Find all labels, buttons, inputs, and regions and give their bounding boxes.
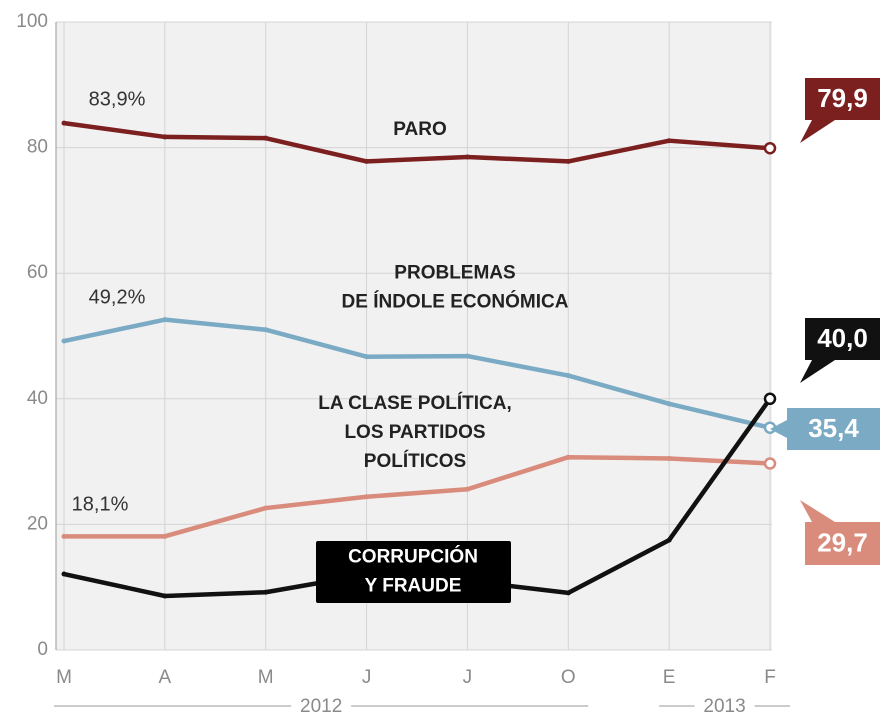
point <box>364 158 370 164</box>
x-tick-label: E <box>663 667 676 688</box>
y-tick-label: 0 <box>37 639 48 660</box>
value-label: 83,9% <box>89 88 146 110</box>
x-group-label-bg <box>694 696 755 716</box>
x-tick-label: J <box>463 667 473 688</box>
callout-box <box>805 318 880 360</box>
point <box>464 353 470 359</box>
value-label: 35,4 <box>808 413 859 443</box>
point <box>666 455 672 461</box>
value-label: 49,2% <box>89 286 146 308</box>
series-label: LA CLASE POLÍTICA, LOS PARTIDOS POLÍTICOS <box>318 392 512 472</box>
series-label: PROBLEMAS DE ÍNDOLE ECONÓMICA <box>342 263 569 313</box>
callout-pointer <box>770 420 787 438</box>
point <box>61 571 67 577</box>
point <box>464 154 470 160</box>
callout-pointer <box>800 360 835 383</box>
value-label: 29,7 <box>817 527 868 557</box>
x-tick-label: J <box>362 667 372 688</box>
callout-pointer <box>800 120 835 143</box>
point <box>263 589 269 595</box>
point <box>162 533 168 539</box>
point <box>464 486 470 492</box>
y-tick-label: 100 <box>16 11 48 32</box>
x-group-label-bg <box>291 696 352 716</box>
point <box>263 327 269 333</box>
y-tick-label: 20 <box>27 513 48 534</box>
point <box>364 494 370 500</box>
point <box>162 134 168 140</box>
point <box>162 317 168 323</box>
point <box>263 505 269 511</box>
x-tick-label: M <box>56 667 72 688</box>
point <box>565 373 571 379</box>
y-tick-label: 60 <box>27 262 48 283</box>
y-tick-label: 80 <box>27 137 48 158</box>
x-tick-label: F <box>764 667 776 688</box>
point <box>763 392 777 406</box>
point <box>61 120 67 126</box>
x-group-label: 2012 <box>300 696 342 717</box>
series-label-box <box>316 541 511 603</box>
series-label: PARO <box>393 119 446 140</box>
value-label: 40,0 <box>817 323 868 353</box>
point <box>565 454 571 460</box>
x-tick-label: A <box>159 667 172 688</box>
point <box>263 135 269 141</box>
value-label: 79,9 <box>817 83 868 113</box>
callout-box <box>805 78 880 120</box>
series-line <box>64 454 771 539</box>
callout-pointer <box>800 500 835 522</box>
value-label: 18,1% <box>72 493 129 515</box>
point <box>61 533 67 539</box>
point <box>666 138 672 144</box>
point <box>61 338 67 344</box>
point <box>162 593 168 599</box>
point <box>666 401 672 407</box>
series-line <box>63 120 771 164</box>
series-label: CORRUPCIÓN Y FRAUDE <box>348 546 478 597</box>
point <box>565 590 571 596</box>
point <box>763 457 777 470</box>
x-tick-label: O <box>561 667 576 688</box>
x-group-label: 2013 <box>703 696 745 717</box>
callout-box <box>787 408 880 450</box>
point <box>364 354 370 360</box>
point <box>565 158 571 164</box>
point <box>763 141 777 155</box>
y-tick-label: 40 <box>27 388 48 409</box>
point <box>666 537 672 543</box>
x-tick-label: M <box>258 667 274 688</box>
series-line <box>63 317 771 430</box>
callout-box <box>805 522 880 565</box>
